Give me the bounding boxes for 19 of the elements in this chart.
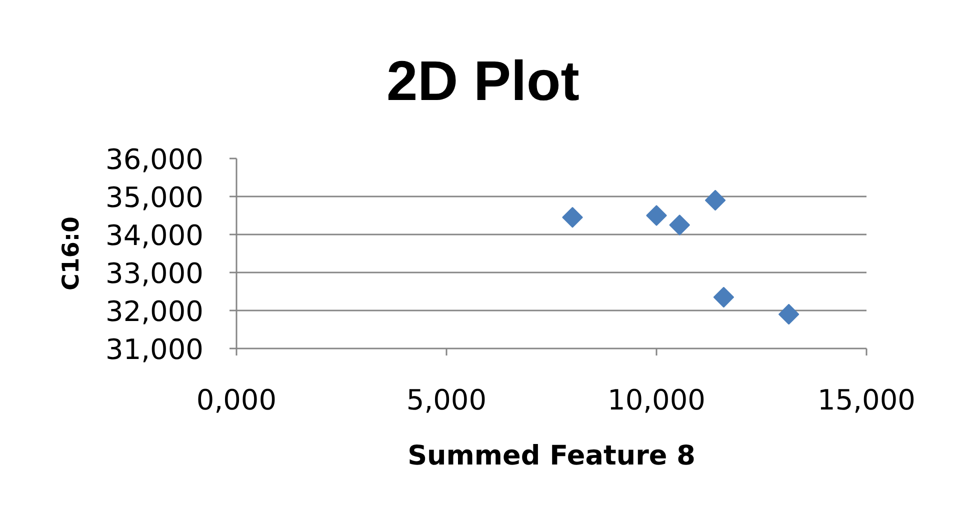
y-tick-label: 33,000 — [106, 257, 204, 290]
x-tick-label: 15,000 — [818, 384, 916, 416]
point — [778, 304, 800, 325]
y-axis-title: C16:0 — [58, 216, 85, 291]
point — [704, 190, 726, 211]
x-tick-label: 0,000 — [196, 384, 277, 416]
point — [562, 207, 583, 228]
point — [669, 214, 690, 236]
x-axis-title: Summed Feature 8 — [408, 440, 696, 472]
x-tick-label: 5,000 — [406, 384, 487, 416]
point — [646, 205, 667, 226]
chart-title: 2D Plot — [386, 49, 580, 112]
x-tick-label: 10,000 — [608, 384, 706, 416]
y-tick-label: 32,000 — [106, 295, 204, 328]
point — [713, 286, 734, 308]
y-tick-label: 34,000 — [106, 219, 204, 252]
y-tick-label: 36,000 — [106, 143, 204, 176]
y-tick-label: 31,000 — [106, 333, 204, 366]
y-tick-label: 35,000 — [106, 181, 204, 214]
